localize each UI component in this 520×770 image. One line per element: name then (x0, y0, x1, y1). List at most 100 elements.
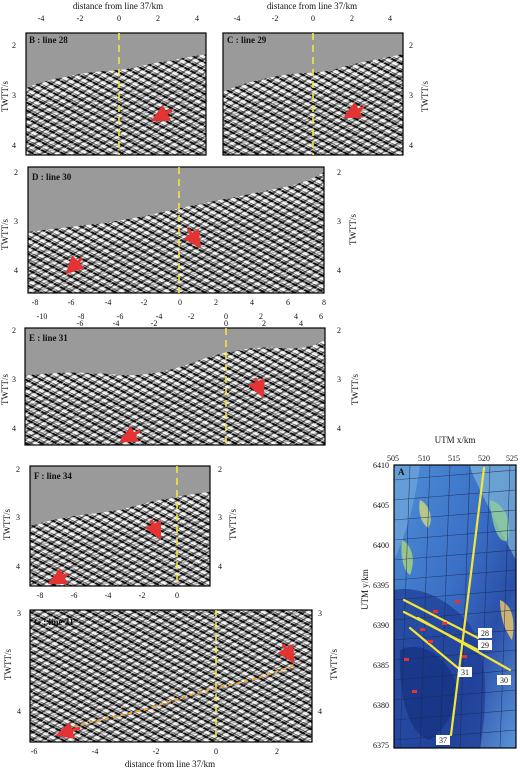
svg-text:3: 3 (318, 609, 322, 618)
svg-text:2: 2 (262, 319, 266, 328)
svg-text:-4: -4 (105, 298, 112, 307)
svg-text:3: 3 (409, 91, 413, 100)
svg-text:-4: -4 (105, 591, 112, 600)
map-xticks: 505 510 515 520 525 (387, 454, 518, 463)
panel-e: E : line 31 -6 -4 -2 0 2 4 2 3 4 2 3 4 T… (0, 319, 360, 446)
panel-e-yticks-right: 2 3 4 (337, 326, 341, 433)
svg-text:29: 29 (481, 641, 489, 650)
panel-b: -4 -2 0 2 4 B : line 28 2 3 4 TWTT/s (0, 14, 207, 156)
svg-text:2: 2 (14, 168, 18, 177)
svg-text:2: 2 (214, 298, 218, 307)
svg-text:-6: -6 (117, 312, 124, 321)
map-ylabel: UTM y/km (360, 569, 370, 610)
svg-text:525: 525 (506, 454, 518, 463)
svg-text:-2: -2 (188, 312, 195, 321)
panel-g-arrow-2 (55, 721, 81, 739)
svg-text:4: 4 (388, 14, 392, 23)
svg-text:-4: -4 (234, 14, 241, 23)
svg-text:0: 0 (175, 591, 179, 600)
panel-f-label: F : line 34 (34, 471, 72, 481)
svg-text:2: 2 (12, 41, 16, 50)
svg-text:-2: -2 (272, 14, 279, 23)
map-line-37 (449, 466, 486, 737)
svg-text:4: 4 (17, 707, 21, 716)
panel-e-arrow-2 (119, 425, 141, 443)
panel-g-horizon (65, 664, 297, 729)
panel-g-ylabel-right: TWTT/s (329, 649, 339, 680)
svg-text:6390: 6390 (373, 621, 389, 630)
map-line-labels: 28 29 30 31 37 (436, 628, 511, 745)
panel-d-xticks-lower: -10 -8 -6 -4 -2 0 2 4 6 (37, 312, 323, 321)
svg-text:4: 4 (14, 266, 18, 275)
svg-text:4: 4 (12, 141, 16, 150)
panel-b-xticks: -4 -2 0 2 4 (38, 14, 199, 23)
svg-text:6: 6 (319, 312, 323, 321)
panel-d-xticks-upper: -8 -6 -4 -2 0 2 4 6 8 (32, 298, 326, 307)
panel-b-ylabel: TWTT/s (0, 81, 10, 112)
svg-text:-2: -2 (77, 14, 84, 23)
svg-text:-2: -2 (153, 747, 160, 756)
svg-text:28: 28 (481, 629, 489, 638)
panel-f-yticks-left: 2 3 4 (16, 465, 20, 571)
panel-g: G : line 31 3 4 3 4 TWTT/s TWTT/s -6 -4 … (3, 609, 339, 769)
svg-text:-2: -2 (141, 298, 148, 307)
svg-text:3: 3 (12, 91, 16, 100)
svg-text:3: 3 (218, 513, 222, 522)
map-line-28 (402, 598, 480, 640)
svg-text:30: 30 (500, 676, 508, 685)
svg-text:-6: -6 (68, 298, 75, 307)
svg-text:6405: 6405 (373, 501, 389, 510)
svg-text:0: 0 (311, 14, 315, 23)
svg-text:-2: -2 (139, 591, 146, 600)
panel-c-label: C : line 29 (227, 35, 267, 45)
map-line-31 (408, 626, 460, 670)
map-line-30 (416, 616, 512, 672)
svg-text:6395: 6395 (373, 581, 389, 590)
panel-c-top-xlabel: distance from line 37/km (267, 1, 357, 11)
panel-b-label: B : line 28 (29, 35, 68, 45)
map-panel: UTM x/km 505 510 515 520 525 (360, 435, 518, 750)
panel-g-xticks: -6 -4 -2 0 2 (31, 747, 279, 756)
svg-text:0: 0 (178, 298, 182, 307)
svg-text:-8: -8 (37, 591, 44, 600)
svg-text:3: 3 (337, 217, 341, 226)
panel-e-ylabel-right: TWTT/s (350, 374, 360, 405)
panel-c-ylabel: TWTT/s (420, 81, 430, 112)
panel-d-arrow-2 (65, 255, 85, 275)
svg-text:4: 4 (409, 141, 413, 150)
panel-e-ylabel-left: TWTT/s (0, 374, 10, 405)
panel-g-yticks-left: 3 4 (17, 609, 21, 716)
panel-e-arrow-1 (248, 377, 265, 399)
svg-text:6375: 6375 (373, 741, 389, 750)
panel-c: -4 -2 0 2 4 C : line 29 2 3 4 TWTT/s (222, 14, 430, 156)
svg-text:6410: 6410 (373, 461, 389, 470)
map-title: UTM x/km (435, 435, 476, 445)
svg-text:3: 3 (14, 217, 18, 226)
panel-d-ylabel-right: TWTT/s (348, 214, 358, 245)
svg-text:3: 3 (337, 375, 341, 384)
svg-text:2: 2 (337, 168, 341, 177)
panel-g-ylabel-left: TWTT/s (3, 649, 13, 680)
svg-text:4: 4 (16, 562, 20, 571)
svg-text:515: 515 (448, 454, 460, 463)
panel-b-top-xlabel: distance from line 37/km (73, 1, 163, 11)
svg-text:4: 4 (299, 319, 303, 328)
svg-text:4: 4 (294, 312, 298, 321)
svg-text:-8: -8 (78, 312, 85, 321)
svg-text:4: 4 (337, 266, 341, 275)
svg-text:3: 3 (17, 609, 21, 618)
svg-text:0: 0 (224, 319, 228, 328)
svg-text:6385: 6385 (373, 661, 389, 670)
map-yticks: 6410 6405 6400 6395 6390 6385 6380 6375 (373, 461, 389, 750)
panel-e-xticks: -6 -4 -2 0 2 4 (77, 319, 303, 328)
svg-text:6380: 6380 (373, 701, 389, 710)
svg-text:4: 4 (195, 14, 199, 23)
svg-text:0: 0 (117, 14, 121, 23)
panel-f-arrow-2 (47, 567, 69, 585)
svg-text:-4: -4 (113, 319, 120, 328)
panel-d-yticks-left: 2 3 4 (14, 168, 18, 275)
svg-text:4: 4 (218, 562, 222, 571)
svg-text:8: 8 (322, 298, 326, 307)
svg-text:2: 2 (12, 326, 16, 335)
